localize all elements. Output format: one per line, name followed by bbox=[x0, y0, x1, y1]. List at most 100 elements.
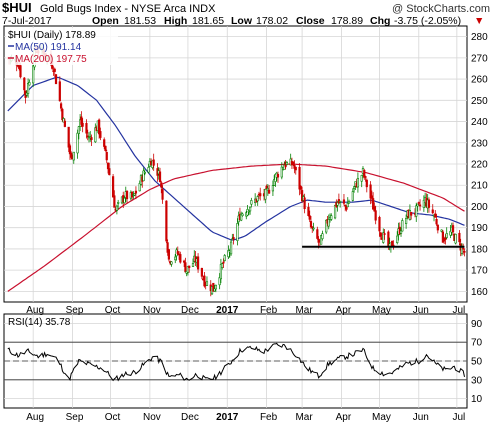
ma50-series bbox=[7, 76, 465, 241]
candle-body bbox=[422, 199, 425, 209]
candle-body bbox=[353, 186, 356, 190]
candle-body bbox=[54, 74, 58, 85]
candle-body bbox=[179, 254, 182, 263]
candle-body bbox=[280, 166, 283, 178]
candle-body bbox=[378, 216, 381, 232]
candle-body bbox=[241, 213, 244, 216]
candle-body bbox=[106, 162, 110, 170]
legend-rsi: RSI(14) 35.78 bbox=[8, 317, 71, 328]
candle-body bbox=[298, 166, 301, 190]
high-label: High bbox=[164, 15, 187, 27]
price-panel: 160170180190200210220230240250260270280 … bbox=[3, 25, 488, 303]
candle-body bbox=[188, 265, 191, 269]
candle-body bbox=[440, 229, 443, 232]
chg-value: -3.75 (-2.05%) bbox=[394, 15, 461, 27]
candle-body bbox=[451, 225, 455, 233]
candle-body bbox=[123, 197, 126, 204]
rsi-y-tick: 70 bbox=[471, 338, 483, 349]
candle-body bbox=[167, 249, 171, 260]
candle-body bbox=[449, 230, 452, 236]
candle-body bbox=[283, 164, 286, 170]
candle-body bbox=[325, 219, 328, 233]
rsi-series bbox=[7, 342, 465, 382]
candle-body bbox=[345, 206, 348, 210]
price-x-tick: 2017 bbox=[216, 305, 239, 316]
price-x-tick: Mar bbox=[295, 305, 313, 316]
candle-body bbox=[80, 116, 83, 125]
candle-body bbox=[379, 232, 382, 237]
candle-body bbox=[108, 168, 111, 176]
candle-body bbox=[431, 209, 434, 214]
candle-body bbox=[311, 226, 314, 229]
candle-body bbox=[330, 215, 333, 220]
candle-body bbox=[240, 213, 243, 221]
price-y-tick-labels: 160 170 180 190 200 210 220 230 240 250 260 270 280 bbox=[471, 32, 488, 298]
candle-body bbox=[312, 227, 315, 230]
price-y-tick: 230 bbox=[471, 138, 488, 149]
candle-body bbox=[147, 167, 150, 173]
candle-body bbox=[142, 170, 145, 182]
candle-body bbox=[294, 166, 297, 171]
candle-body bbox=[158, 171, 162, 183]
price-y-tick: 160 bbox=[471, 287, 488, 298]
candle-body bbox=[58, 81, 61, 102]
rsi-x-tick-labels: Aug Sep Oct Nov Dec 2017 Feb Mar Apr May Jun Jul bbox=[26, 412, 465, 423]
candle-body bbox=[273, 179, 276, 186]
legend-price: $HUI (Daily) 178.89 bbox=[8, 30, 96, 41]
candle-body bbox=[264, 188, 267, 200]
legend-ma200: MA(200) 197.75 bbox=[15, 54, 87, 65]
candle-body bbox=[138, 183, 141, 192]
candle-body bbox=[333, 204, 337, 219]
candle-body bbox=[320, 235, 323, 245]
candle-body bbox=[382, 232, 385, 243]
candle-body bbox=[268, 189, 271, 194]
candle-body bbox=[59, 103, 63, 109]
price-x-tick: Aug bbox=[26, 305, 44, 316]
candle-body bbox=[61, 108, 64, 121]
candle-body bbox=[441, 231, 444, 243]
candle-body bbox=[276, 174, 280, 178]
candle-body bbox=[427, 199, 431, 208]
rsi-line bbox=[7, 342, 465, 382]
candle-body bbox=[363, 169, 366, 178]
candle-body bbox=[399, 230, 403, 234]
candle-body bbox=[196, 256, 200, 270]
candle-body bbox=[232, 237, 235, 240]
price-y-tick: 280 bbox=[471, 32, 488, 43]
candle-body bbox=[250, 200, 253, 205]
candle-body bbox=[416, 203, 419, 207]
candle-body bbox=[248, 206, 252, 212]
candle-body bbox=[125, 190, 129, 200]
rsi-x-tick: Oct bbox=[105, 412, 121, 423]
candle-body bbox=[166, 242, 169, 253]
rsi-x-tick: Apr bbox=[336, 412, 352, 423]
rsi-x-tick: Dec bbox=[181, 412, 199, 423]
candle-body bbox=[191, 263, 195, 267]
candle-body bbox=[223, 255, 226, 261]
candle-body bbox=[213, 288, 216, 292]
candle-body bbox=[183, 260, 186, 263]
candle-body bbox=[265, 185, 268, 189]
candle-body bbox=[308, 215, 311, 220]
candle-body bbox=[160, 182, 163, 188]
candle-body bbox=[186, 265, 190, 273]
candle-body bbox=[27, 82, 30, 94]
candle-body bbox=[360, 175, 363, 182]
candle-body bbox=[77, 126, 80, 134]
candle-body bbox=[300, 190, 304, 202]
legend-ma50: MA(50) 191.14 bbox=[15, 42, 82, 53]
candle-body bbox=[229, 241, 233, 255]
candle-body bbox=[161, 189, 164, 200]
candle-body bbox=[134, 190, 138, 194]
rsi-y-tick: 30 bbox=[471, 375, 483, 386]
candle-body bbox=[374, 210, 377, 221]
candle-body bbox=[81, 122, 84, 127]
price-y-tick: 250 bbox=[471, 96, 488, 107]
candle-body bbox=[454, 233, 457, 244]
candle-body bbox=[98, 119, 101, 135]
candle-body bbox=[133, 193, 136, 196]
price-legend: $HUI (Daily) 178.89 MA(50) 191.14 MA(200… bbox=[6, 28, 118, 65]
rsi-x-tick: Sep bbox=[66, 412, 84, 423]
candle-body bbox=[236, 223, 239, 241]
candle-body bbox=[316, 229, 319, 239]
